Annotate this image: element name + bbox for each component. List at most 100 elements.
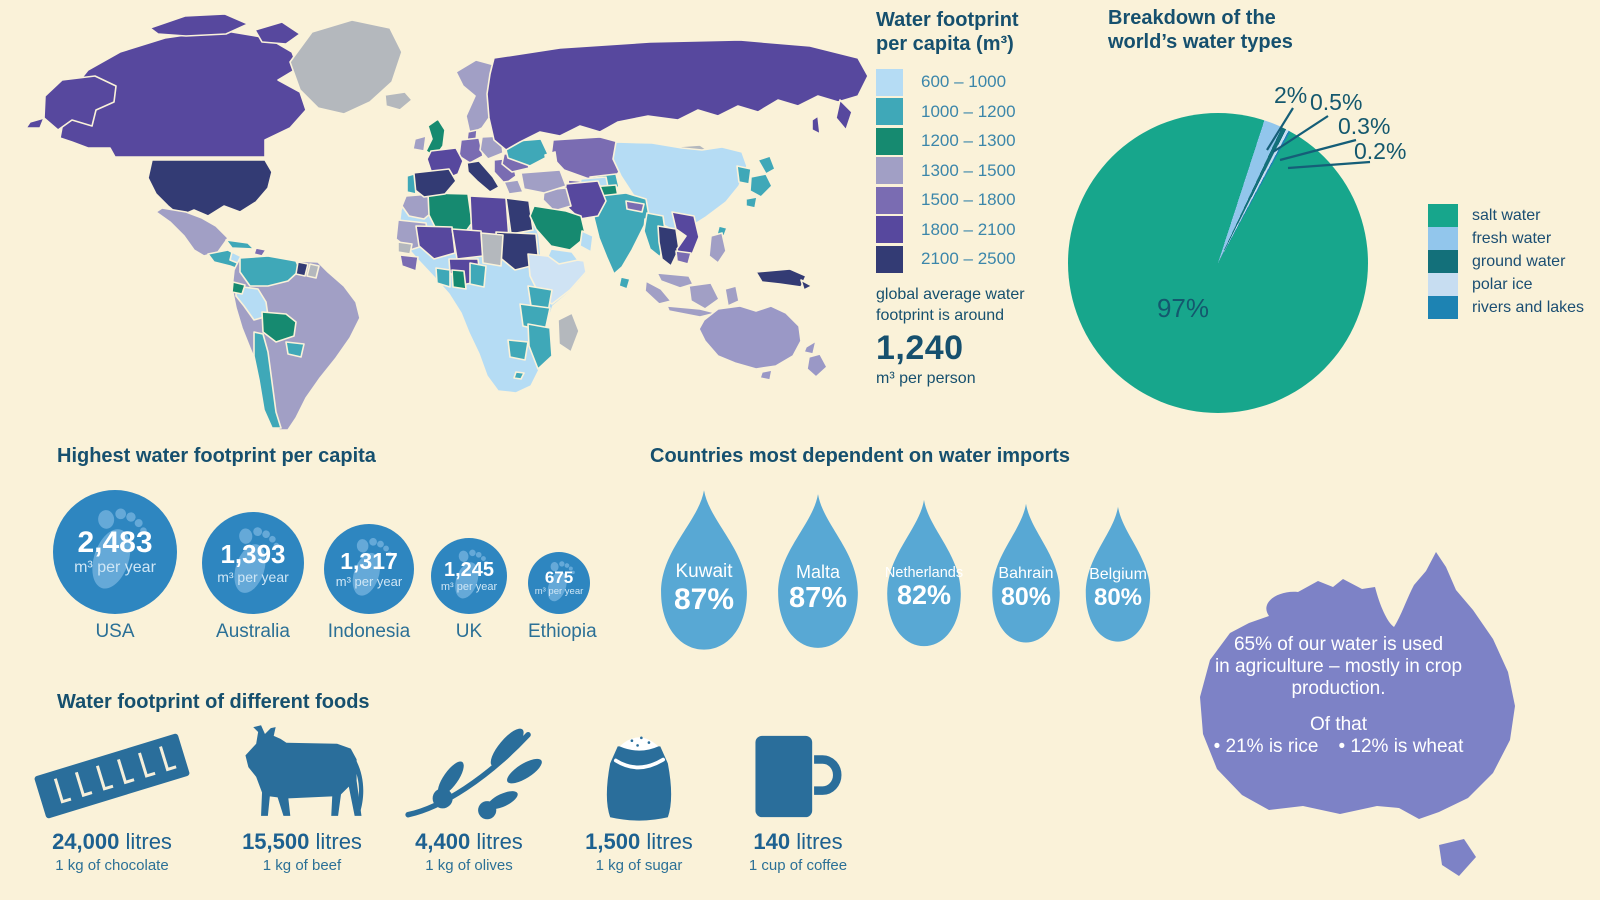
pie-legend-swatch bbox=[1428, 250, 1458, 273]
import-country: Netherlands bbox=[884, 564, 964, 581]
footprint-unit: m³ per year bbox=[74, 558, 156, 576]
water-drop-icon bbox=[778, 494, 858, 648]
food-caption: 1 kg of olives bbox=[425, 857, 513, 874]
food-value: 24,000 bbox=[52, 829, 120, 854]
drop-text: Bahrain 80% bbox=[982, 565, 1070, 611]
footprint-value: 675 bbox=[544, 567, 574, 587]
import-country: Malta bbox=[795, 562, 840, 583]
legend-swatch bbox=[876, 98, 903, 126]
continent-africa bbox=[395, 191, 588, 394]
legend-range-label: 1500 – 1800 bbox=[921, 190, 1016, 210]
import-percent: 87% bbox=[673, 582, 735, 616]
australia-rice-bullet: • 21% is rice bbox=[1213, 736, 1319, 757]
pie-legend-row: rivers and lakes bbox=[1428, 296, 1584, 319]
legend-swatch bbox=[876, 127, 903, 155]
food-item-beef: 15,500 litres 1 kg of beef bbox=[212, 722, 392, 874]
import-country: Kuwait bbox=[675, 560, 733, 582]
food-item-chocolate: 24,000 litres 1 kg of chocolate bbox=[18, 722, 206, 874]
legend-swatch bbox=[876, 68, 903, 96]
pie-callout-polar-ice: 0.3% bbox=[1338, 113, 1391, 139]
pie-legend-row: salt water bbox=[1428, 204, 1584, 227]
footprint-country-label: Indonesia bbox=[327, 621, 411, 642]
import-percent: 82% bbox=[896, 580, 952, 611]
pie-chart bbox=[1068, 113, 1368, 413]
legend-swatch bbox=[876, 245, 903, 273]
import-drop-malta: Malta 87% bbox=[766, 490, 870, 654]
footprints-section-title: Highest water footprint per capita bbox=[57, 445, 376, 467]
water-drop-icon bbox=[992, 503, 1060, 643]
footprint-country-label: Australia bbox=[216, 621, 290, 642]
legend-range-label: 1300 – 1500 bbox=[921, 160, 1016, 180]
drop-text: Belgium 80% bbox=[1076, 566, 1160, 611]
chocolate-bar-icon bbox=[34, 733, 190, 819]
tasmania-shape bbox=[1439, 839, 1476, 876]
australia-fact-text: 65% of our water is used in agriculture … bbox=[1213, 634, 1464, 757]
foods-section-title: Water footprint of different foods bbox=[57, 691, 370, 713]
footprint-circle: 1,245 m³ per year bbox=[431, 538, 507, 614]
pie-legend-swatch bbox=[1428, 227, 1458, 250]
footprint-unit: m³ per year bbox=[335, 573, 403, 589]
pie-legend-row: polar ice bbox=[1428, 273, 1584, 296]
import-percent: 80% bbox=[1093, 583, 1143, 611]
footprint-circle: 1,393 m³ per year bbox=[202, 512, 304, 614]
global-average-value: 1,240 bbox=[876, 329, 964, 368]
cow-icon bbox=[245, 725, 364, 816]
footprint-value: 1,245 bbox=[443, 558, 495, 581]
legend-row: 1800 – 2100 bbox=[876, 216, 1046, 244]
food-unit: litres bbox=[315, 829, 362, 854]
footprint-circle: 675 m³ per year bbox=[528, 552, 590, 614]
footprint-item-usa: 2,483 m³ per year USA bbox=[53, 490, 177, 643]
legend-row: 1200 – 1300 bbox=[876, 127, 1046, 155]
food-value: 140 bbox=[753, 829, 791, 854]
water-drop-icon bbox=[661, 490, 747, 650]
food-item-olives: 4,400 litres 1 kg of olives bbox=[380, 722, 558, 874]
import-percent: 80% bbox=[1000, 582, 1052, 611]
legend-row: 2100 – 2500 bbox=[876, 245, 1046, 273]
footprint-unit: m³ per year bbox=[217, 568, 289, 585]
food-caption: 1 kg of beef bbox=[262, 857, 342, 874]
import-drop-kuwait: Kuwait 87% bbox=[648, 486, 760, 656]
footprint-unit: m³ per year bbox=[534, 586, 584, 598]
food-value: 1,500 bbox=[585, 829, 641, 854]
global-average-note: global average water footprint is around bbox=[876, 285, 1025, 324]
continent-north-america bbox=[25, 13, 413, 273]
legend-row: 1300 – 1500 bbox=[876, 157, 1046, 185]
food-unit: litres bbox=[796, 829, 843, 854]
imports-section-title: Countries most dependent on water import… bbox=[650, 445, 1071, 467]
map-legend-title: Water footprint per capita (m³) bbox=[876, 9, 1019, 56]
legend-swatch bbox=[876, 216, 903, 244]
drop-text: Netherlands 82% bbox=[876, 565, 972, 611]
world-map-choropleth bbox=[25, 13, 869, 430]
global-average-unit: m³ per person bbox=[876, 370, 976, 388]
food-unit: litres bbox=[646, 829, 693, 854]
import-percent: 87% bbox=[788, 581, 848, 614]
drop-text: Malta 87% bbox=[766, 562, 870, 615]
pie-legend: salt water fresh water ground water pola… bbox=[1428, 204, 1584, 319]
footprint-value: 2,483 bbox=[77, 526, 153, 560]
food-caption: 1 kg of chocolate bbox=[55, 857, 169, 874]
olive-branch-icon bbox=[405, 728, 542, 820]
import-drop-belgium: Belgium 80% bbox=[1076, 503, 1160, 647]
footprint-unit: m³ per year bbox=[440, 580, 498, 593]
import-drop-netherlands: Netherlands 82% bbox=[876, 496, 972, 652]
import-drop-bahrain: Bahrain 80% bbox=[982, 500, 1070, 648]
footprint-item-uk: 1,245 m³ per year UK bbox=[431, 538, 507, 643]
food-caption: 1 cup of coffee bbox=[748, 857, 848, 874]
australia-wheat-bullet: • 12% is wheat bbox=[1338, 736, 1464, 757]
footprint-item-indonesia: 1,317 m³ per year Indonesia bbox=[324, 524, 414, 643]
drop-text: Kuwait 87% bbox=[648, 561, 760, 616]
food-item-coffee: 140 litres 1 cup of coffee bbox=[712, 722, 884, 874]
australia-shape bbox=[1200, 552, 1515, 876]
water-drop-icon bbox=[887, 499, 961, 647]
footprint-country-label: Ethiopia bbox=[528, 621, 597, 642]
footprint-icon bbox=[352, 537, 392, 596]
footprint-icon bbox=[92, 508, 147, 589]
pie-callout-ground-water: 0.5% bbox=[1310, 89, 1363, 115]
pie-legend-label: polar ice bbox=[1472, 275, 1533, 293]
import-country: Bahrain bbox=[998, 565, 1054, 583]
pie-legend-label: rivers and lakes bbox=[1472, 298, 1585, 316]
legend-range-label: 1200 – 1300 bbox=[921, 131, 1016, 151]
legend-swatch bbox=[876, 186, 903, 214]
pie-legend-row: fresh water bbox=[1428, 227, 1584, 250]
food-value: 4,400 bbox=[415, 829, 471, 854]
